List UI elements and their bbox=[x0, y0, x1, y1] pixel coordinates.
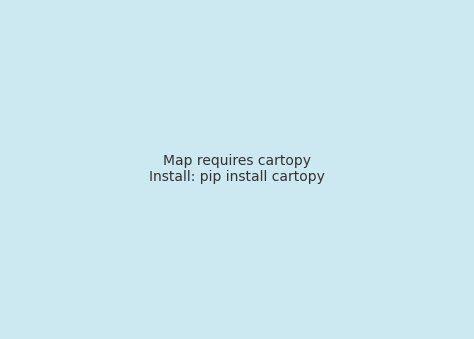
Text: Map requires cartopy
Install: pip install cartopy: Map requires cartopy Install: pip instal… bbox=[149, 154, 325, 184]
